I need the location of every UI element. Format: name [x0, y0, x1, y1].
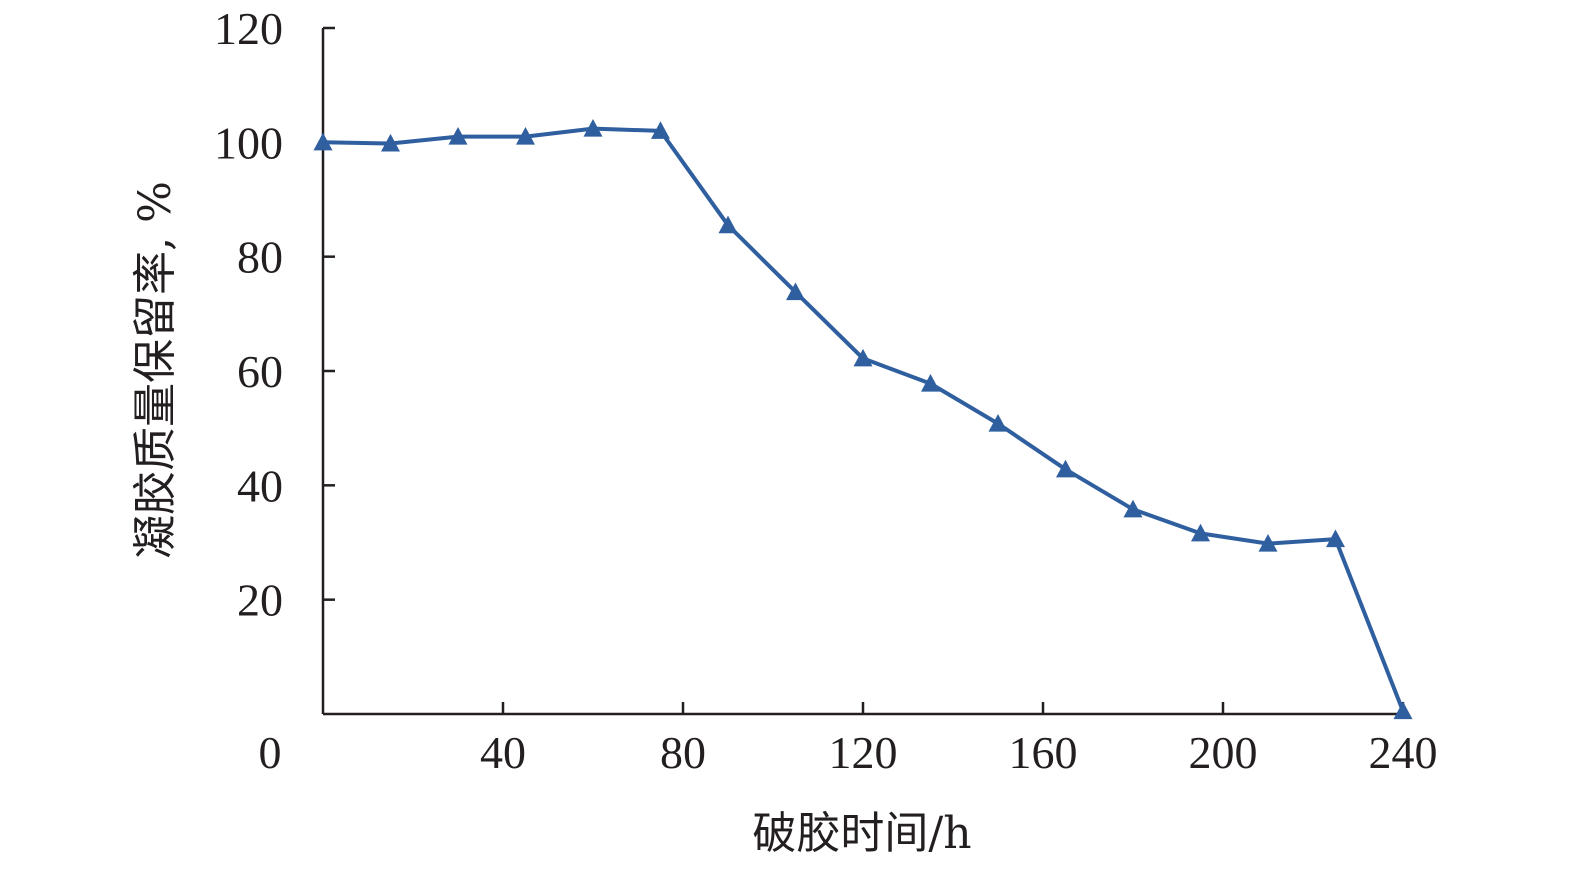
data-point-marker	[1258, 534, 1278, 552]
y-tick-label: 40	[237, 460, 283, 511]
data-point-marker	[381, 133, 400, 152]
axes	[321, 28, 1403, 716]
data-point-marker	[516, 127, 535, 145]
x-tick-label: 0	[259, 727, 282, 778]
y-tick-label: 80	[237, 232, 283, 283]
data-point-marker	[1393, 701, 1413, 720]
series-line	[322, 126, 1405, 712]
x-tick-label: 200	[1189, 727, 1258, 778]
data-point-marker	[448, 127, 468, 145]
x-tick-label: 40	[480, 727, 526, 778]
data-point-marker	[1191, 523, 1210, 542]
y-axis-title: 凝胶质量保留率, %	[130, 181, 181, 559]
data-point-marker	[1056, 459, 1075, 478]
x-tick-label: 160	[1009, 727, 1078, 778]
data-point-marker	[583, 119, 603, 137]
x-tick-label: 120	[829, 727, 898, 778]
data-point-marker	[313, 132, 333, 151]
data-markers	[313, 119, 1413, 720]
data-point-marker	[718, 215, 738, 234]
data-point-marker	[921, 373, 940, 392]
tick-labels: 20 40 60 80 100 120 0 40 80 120 160 200 240	[214, 3, 1438, 778]
data-point-marker	[651, 121, 670, 139]
x-axis-title: 破胶时间/h	[752, 808, 971, 859]
data-point-marker	[1123, 499, 1143, 518]
data-point-marker	[786, 282, 805, 301]
data-point-marker	[853, 348, 873, 367]
data-point-marker	[1326, 529, 1345, 548]
y-tick-label: 20	[237, 575, 283, 626]
y-tick-label: 120	[214, 3, 283, 54]
x-tick-label: 240	[1369, 727, 1438, 778]
x-tick-label: 80	[660, 727, 706, 778]
data-point-marker	[988, 413, 1008, 432]
y-tick-label: 100	[214, 117, 283, 168]
ticks	[323, 26, 1405, 714]
y-tick-label: 60	[237, 346, 283, 397]
